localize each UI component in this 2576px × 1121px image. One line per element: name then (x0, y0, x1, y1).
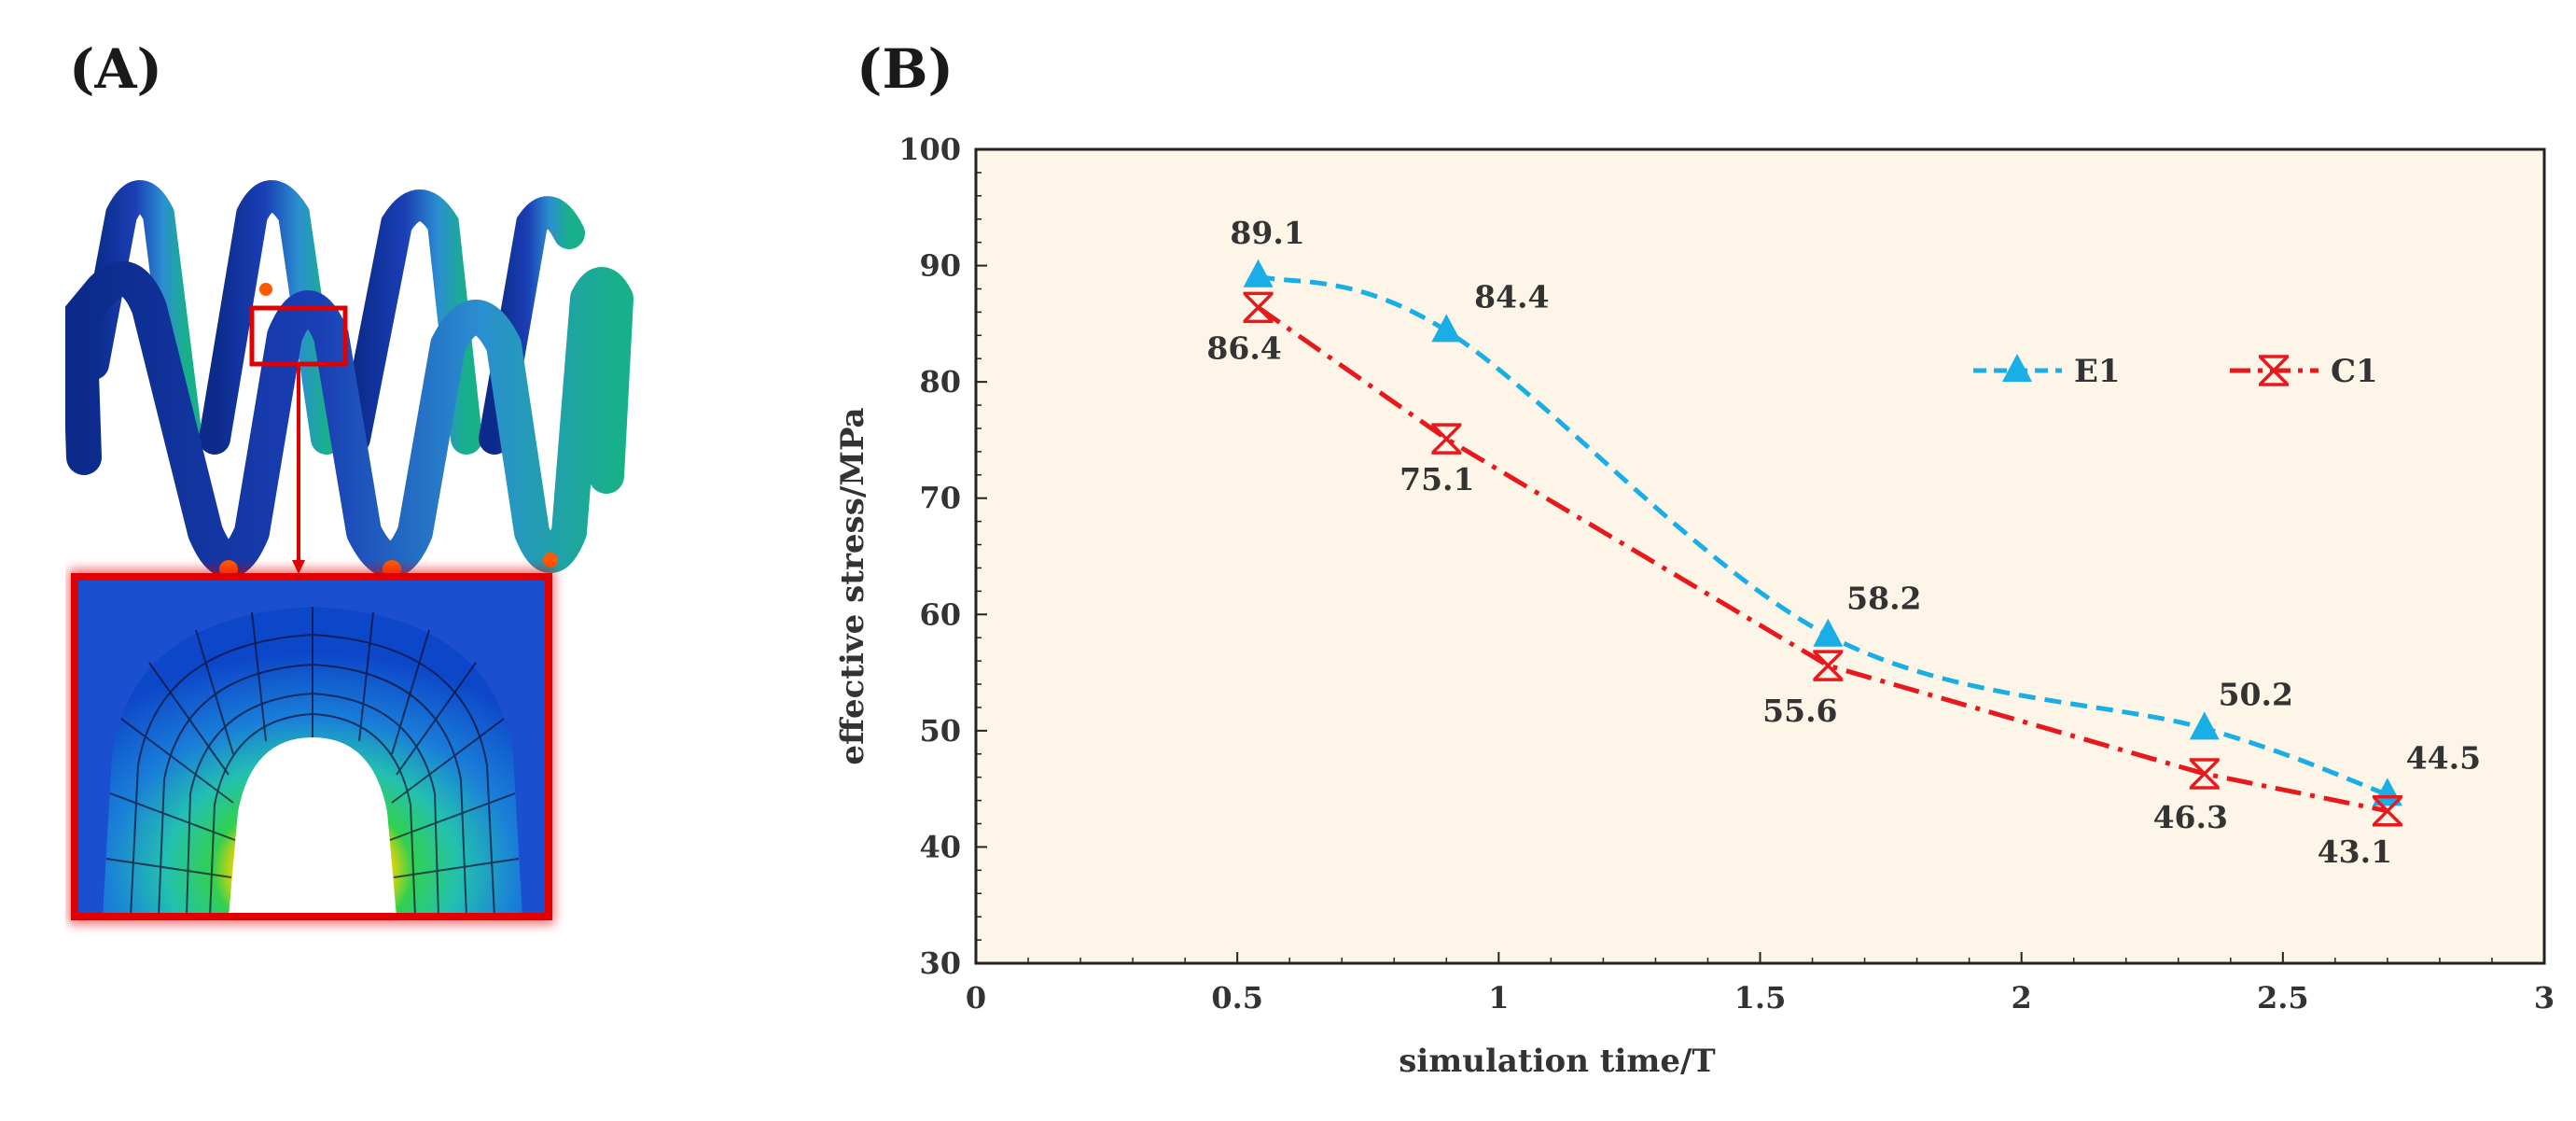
legend-label-E1: E1 (2074, 353, 2121, 390)
marker-C1 (1431, 423, 1462, 455)
y-tick-label: 30 (919, 946, 961, 981)
panel-b-label: (B) (856, 37, 954, 101)
legend-marker-C1 (2259, 355, 2289, 386)
data-label-E1: 84.4 (1474, 278, 1549, 315)
x-tick-label: 1.5 (1734, 980, 1787, 1016)
marker-C1 (2372, 795, 2402, 827)
marker-E1 (1243, 259, 1274, 287)
series-line-C1 (1257, 305, 2388, 814)
marker-E1 (2372, 778, 2402, 806)
marker-E1 (1813, 618, 1844, 647)
x-axis-title: simulation time/T (1399, 1043, 1716, 1080)
marker-C1 (1813, 650, 1844, 681)
y-axis-title: effective stress/MPa (834, 407, 871, 764)
data-label-E1: 58.2 (1846, 581, 1921, 617)
plot-area (974, 147, 2546, 965)
data-label-C1: 75.1 (1399, 461, 1474, 497)
y-tick-label: 50 (919, 713, 961, 749)
zoom-inset (71, 573, 552, 920)
data-label-E1: 89.1 (1230, 215, 1304, 251)
marker-E1 (1431, 314, 1462, 343)
data-label-E1: 50.2 (2219, 676, 2293, 712)
x-tick-label: 0.5 (1211, 980, 1263, 1016)
x-tick-label: 2.5 (2257, 980, 2309, 1016)
data-labels: 89.1 84.4 58.2 50.2 44.5 86.4 75.1 55.6 46.3 43.1 (1206, 215, 2481, 870)
marker-C1 (2189, 758, 2220, 790)
spring-back-row (77, 180, 585, 455)
y-tick-label: 80 (919, 364, 961, 399)
spring-stress-contour-image (65, 180, 634, 924)
x-tick-label: 2 (2012, 980, 2032, 1016)
series-lines (1257, 273, 2388, 814)
y-axis: 30 40 50 60 70 80 90 100 (898, 132, 987, 981)
y-tick-label: 70 (919, 481, 961, 516)
y-tick-label: 90 (919, 248, 961, 284)
markers (1243, 259, 2402, 827)
legend-label-C1: C1 (2331, 353, 2378, 390)
data-label-E1: 44.5 (2406, 739, 2481, 776)
legend-marker-E1 (2002, 354, 2032, 382)
x-tick-label: 0 (966, 980, 986, 1016)
x-axis: 0 0.5 1 1.5 2 2.5 3 (966, 952, 2555, 1016)
marker-C1 (1243, 291, 1274, 324)
legend: E1 C1 (1973, 353, 2378, 390)
y-tick-label: 100 (898, 132, 961, 167)
data-label-C1: 86.4 (1206, 329, 1281, 366)
x-tick-label: 1 (1488, 980, 1509, 1016)
y-tick-label: 40 (919, 829, 961, 864)
x-tick-label: 3 (2534, 980, 2555, 1016)
data-label-C1: 43.1 (2318, 834, 2392, 870)
data-label-C1: 46.3 (2153, 799, 2228, 835)
marker-E1 (2189, 711, 2220, 740)
data-label-C1: 55.6 (1762, 693, 1837, 729)
y-tick-label: 60 (919, 596, 961, 632)
panel-a-label: (A) (69, 37, 162, 101)
